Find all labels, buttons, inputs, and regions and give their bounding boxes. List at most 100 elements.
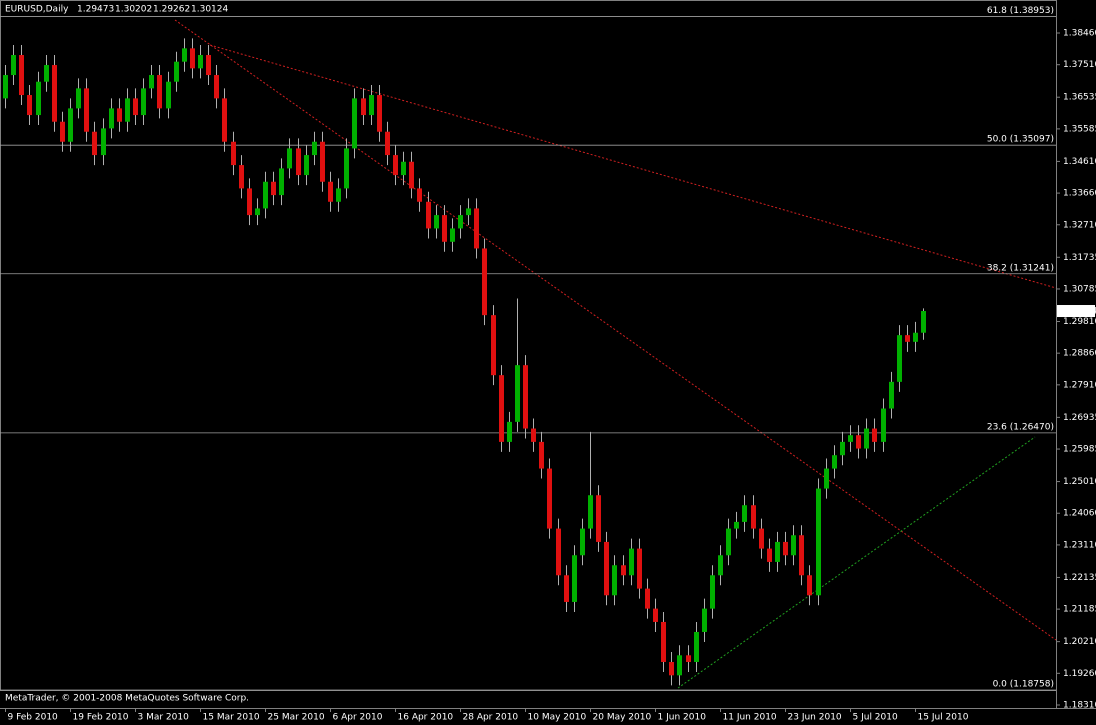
chart-header: EURUSD,Daily 1.29473 1.30202 1.29262 1.3…	[5, 5, 228, 15]
candle-body	[190, 48, 195, 69]
candle-body	[312, 141, 317, 156]
candle-body	[637, 548, 642, 589]
candle-body	[214, 75, 219, 99]
candle-body	[369, 95, 374, 116]
x-tick-label: 20 May 2010	[593, 713, 652, 723]
candle-body	[759, 528, 764, 549]
candle-body	[133, 98, 138, 116]
low-value: 1.29262	[153, 5, 190, 15]
candle-body	[913, 332, 918, 342]
candle-body	[653, 608, 658, 622]
candle-body	[799, 535, 804, 576]
candle-body	[824, 468, 829, 489]
candle-body	[775, 541, 780, 562]
candle-body	[222, 98, 227, 142]
x-tick-label: 1 Jun 2010	[658, 713, 707, 723]
candle-body	[783, 541, 788, 556]
candle-body	[661, 621, 666, 662]
open-value: 1.29473	[77, 5, 114, 15]
x-tick-label: 3 Mar 2010	[138, 713, 190, 723]
y-tick-label: 1.30785	[1063, 284, 1096, 294]
candle-body	[872, 428, 877, 442]
y-tick-label: 1.31735	[1063, 253, 1096, 263]
fibo-label: 0.0 (1.18758)	[993, 680, 1054, 690]
price-box	[1057, 305, 1095, 318]
y-tick-label: 1.37510	[1063, 60, 1096, 70]
candle-body	[751, 505, 756, 529]
candle-body	[572, 555, 577, 602]
x-tick-label: 6 Apr 2010	[333, 713, 383, 723]
candle-body	[352, 98, 357, 149]
y-tick-label: 1.33660	[1063, 189, 1096, 199]
candle-body	[84, 88, 89, 132]
trend-line	[174, 19, 1057, 641]
candle-body	[231, 141, 236, 166]
candle-body	[629, 548, 634, 576]
candle-body	[117, 108, 122, 122]
trend-line	[209, 44, 1057, 289]
candle-body	[11, 55, 16, 76]
candle-body	[791, 535, 796, 556]
candle-body	[287, 148, 292, 169]
candle-body	[52, 65, 57, 122]
candle-body	[856, 435, 861, 449]
candle-body	[263, 181, 268, 209]
fibo-label: 23.6 (1.26470)	[987, 422, 1054, 432]
candle-body	[848, 435, 853, 442]
candle-body	[344, 148, 349, 189]
candle-body	[125, 98, 130, 122]
candle-body	[434, 215, 439, 229]
candle-body	[466, 208, 471, 216]
candle-body	[109, 108, 114, 129]
candle-body	[686, 655, 691, 662]
y-tick-label: 1.35585	[1063, 124, 1096, 134]
y-tick-label: 1.21185	[1063, 605, 1096, 615]
y-tick-label: 1.24060	[1063, 509, 1096, 519]
y-tick-label: 1.38460	[1063, 29, 1096, 39]
candle-body	[499, 375, 504, 442]
candle-body	[604, 541, 609, 596]
candle-body	[889, 381, 894, 409]
x-tick-label: 15 Mar 2010	[203, 713, 260, 723]
candle-body	[621, 565, 626, 576]
candle-body	[141, 88, 146, 116]
x-tick-label: 5 Jul 2010	[853, 713, 898, 723]
x-tick-label: 16 Apr 2010	[398, 713, 454, 723]
candle-body	[101, 128, 106, 156]
y-tick-label: 1.25985	[1063, 445, 1096, 455]
candle-body	[76, 88, 81, 109]
y-tick-label: 1.22135	[1063, 573, 1096, 583]
candle-body	[247, 188, 252, 216]
candle-body	[816, 488, 821, 596]
candle-body	[710, 575, 715, 609]
candle-body	[92, 131, 97, 156]
candle-body	[182, 48, 187, 62]
candle-body	[417, 188, 422, 202]
copyright: MetaTrader, © 2001-2008 MetaQuotes Softw…	[5, 694, 249, 704]
candle-body	[694, 631, 699, 662]
candle-body	[531, 428, 536, 442]
candle-body	[304, 155, 309, 176]
y-tick-label: 1.34610	[1063, 157, 1096, 167]
candle-body	[580, 528, 585, 556]
candle-body	[385, 131, 390, 156]
x-tick-label: 11 Jun 2010	[723, 713, 777, 723]
candle-body	[588, 495, 593, 529]
candle-body	[491, 315, 496, 376]
fibo-label: 38.2 (1.31241)	[987, 263, 1054, 273]
high-value: 1.30202	[115, 5, 152, 15]
y-tick-label: 1.27910	[1063, 380, 1096, 390]
candle-body	[450, 228, 455, 242]
y-tick-label: 1.19260	[1063, 669, 1096, 679]
candle-body	[669, 661, 674, 676]
y-tick-label: 1.28860	[1063, 349, 1096, 359]
candle-body	[27, 95, 32, 116]
y-tick-label: 1.18310	[1063, 700, 1096, 710]
symbol: EURUSD,Daily	[5, 5, 69, 15]
y-tick-label: 1.29810	[1063, 317, 1096, 327]
candle-body	[645, 588, 650, 609]
candle-body	[767, 548, 772, 562]
candle-body	[881, 408, 886, 442]
candle-body	[596, 495, 601, 542]
